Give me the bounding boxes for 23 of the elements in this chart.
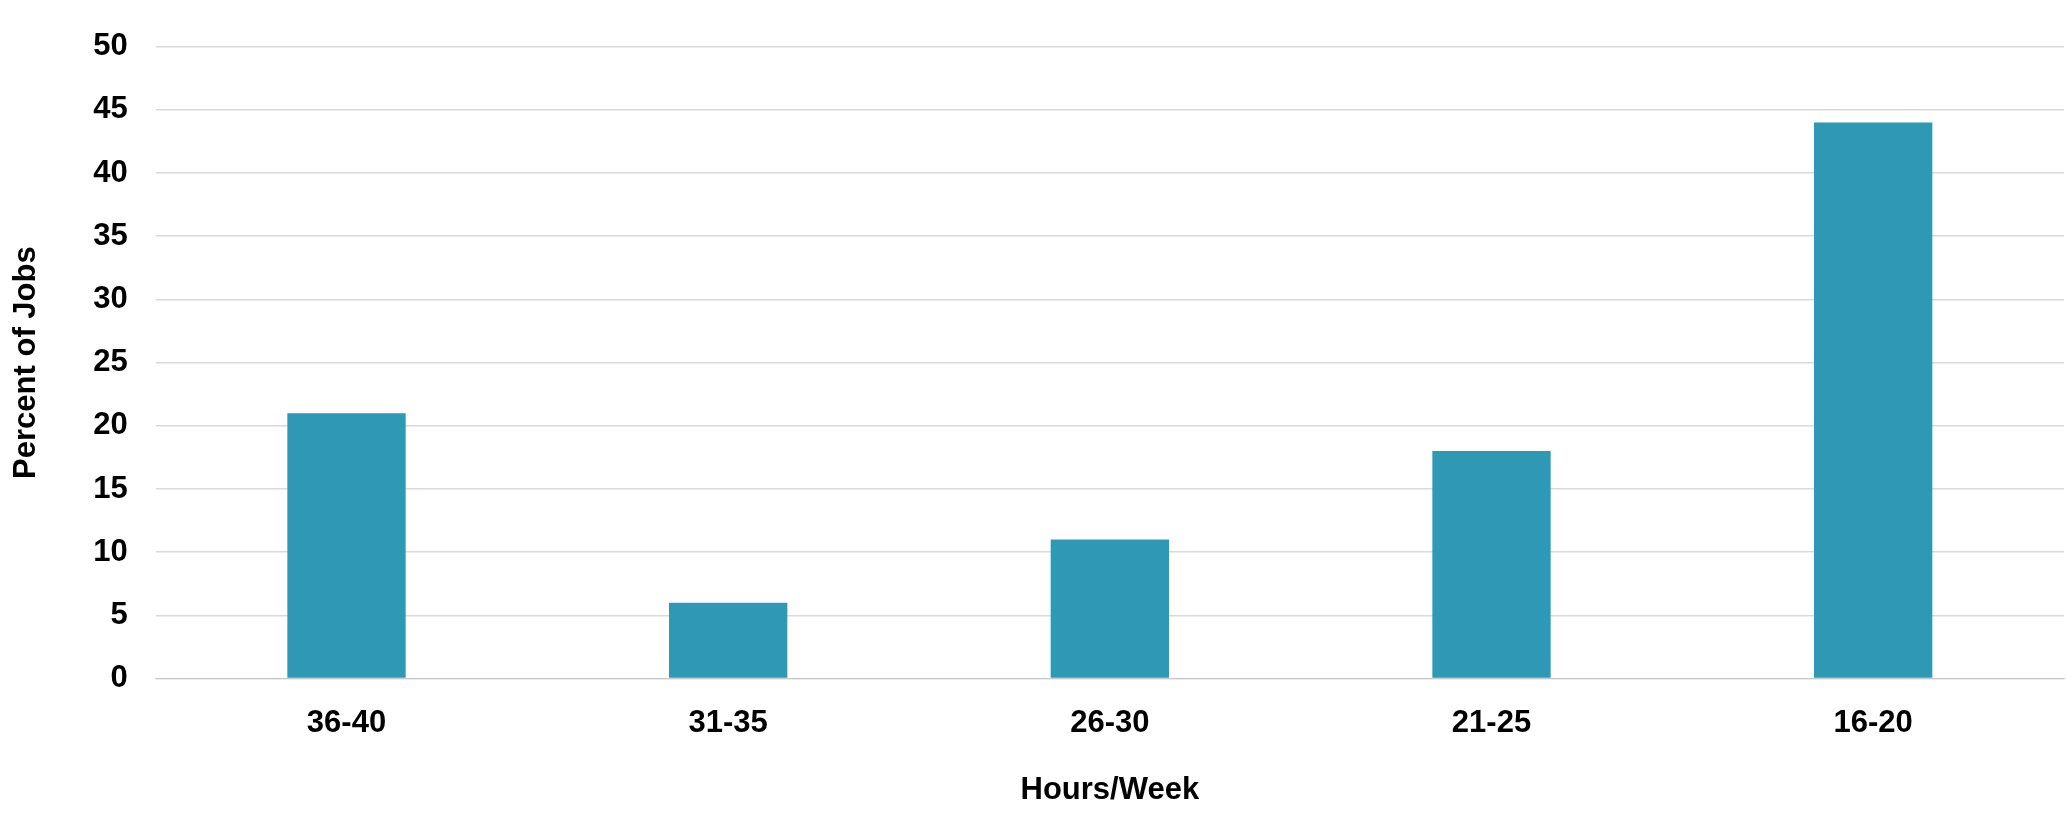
y-tick-label: 15 — [93, 469, 128, 505]
bar — [1050, 539, 1169, 678]
bar — [1814, 122, 1933, 678]
x-tick-label: 21-25 — [1451, 703, 1532, 739]
x-tick-label: 31-35 — [688, 703, 768, 739]
y-tick-label: 25 — [93, 343, 128, 379]
y-tick-label: 35 — [93, 216, 128, 252]
y-tick-label: 10 — [93, 532, 128, 568]
x-tick-label: 16-20 — [1833, 703, 1913, 739]
y-tick-label: 0 — [110, 659, 128, 695]
y-tick-label: 50 — [93, 27, 128, 63]
bar — [287, 413, 406, 678]
x-tick-label: 26-30 — [1070, 703, 1150, 739]
bar — [669, 602, 788, 678]
y-tick-label: 5 — [110, 595, 128, 631]
y-tick-label: 45 — [93, 90, 128, 126]
y-tick-label: 30 — [93, 279, 128, 315]
bar — [1432, 451, 1551, 678]
x-tick-label: 36-40 — [306, 703, 387, 739]
y-tick-label: 20 — [93, 406, 128, 442]
x-axis-title: Hours/Week — [1020, 770, 1200, 806]
y-tick-label: 40 — [93, 153, 128, 189]
y-axis-title: Percent of Jobs — [7, 246, 43, 479]
